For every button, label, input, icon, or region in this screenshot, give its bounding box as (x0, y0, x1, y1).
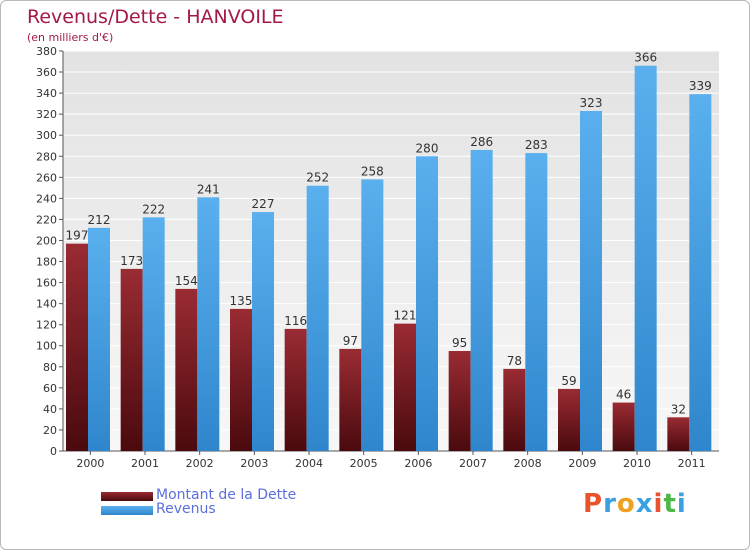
plot-background (63, 51, 719, 451)
y-tick-label: 260 (36, 171, 57, 184)
bar-revenue (525, 153, 548, 451)
x-tick-label: 2004 (295, 457, 323, 470)
data-label-revenue: 258 (361, 164, 384, 178)
bar-debt (175, 288, 198, 451)
bar-debt (66, 243, 88, 451)
bar-debt (284, 328, 307, 451)
bar-revenue (361, 179, 384, 451)
data-label-debt: 32 (671, 402, 686, 416)
y-tick-label: 20 (43, 424, 57, 437)
bar-revenue (470, 149, 493, 451)
bar-revenue (416, 156, 438, 451)
bar-debt (339, 348, 362, 451)
y-tick-label: 380 (36, 45, 57, 58)
y-tick-label: 100 (36, 340, 57, 353)
y-tick-label: 80 (43, 361, 57, 374)
data-label-revenue: 283 (525, 138, 548, 152)
legend-label-debt: Montant de la Dette (156, 487, 297, 503)
legend-label-revenue: Revenus (156, 501, 216, 517)
data-label-revenue: 241 (197, 182, 220, 196)
bar-debt (558, 388, 580, 451)
data-label-revenue: 323 (580, 96, 603, 110)
data-label-revenue: 280 (416, 141, 439, 155)
legend-swatch-debt (101, 492, 153, 501)
y-tick-label: 160 (36, 277, 57, 290)
bar-debt (120, 268, 143, 451)
bar-revenue (580, 111, 602, 451)
data-label-revenue: 366 (634, 51, 657, 65)
y-tick-label: 180 (36, 256, 57, 269)
data-label-debt: 121 (394, 309, 417, 323)
bar-revenue (306, 185, 329, 451)
bar-revenue (197, 197, 220, 451)
x-tick-label: 2005 (350, 457, 378, 470)
data-label-revenue: 252 (306, 171, 329, 185)
x-tick-label: 2010 (623, 457, 651, 470)
logo-letter: r (603, 489, 617, 519)
data-label-debt: 135 (230, 294, 253, 308)
bar-revenue (689, 94, 712, 451)
bar-revenue (142, 217, 165, 451)
y-tick-label: 240 (36, 192, 57, 205)
bar-revenue (634, 65, 657, 451)
data-label-debt: 173 (120, 254, 143, 268)
data-label-debt: 154 (175, 274, 198, 288)
y-tick-label: 320 (36, 108, 57, 121)
logo-letter: t (663, 489, 677, 519)
data-label-revenue: 227 (252, 197, 275, 211)
bar-revenue (252, 212, 274, 451)
x-tick-label: 2008 (514, 457, 542, 470)
bar-debt (394, 323, 416, 451)
proxiti-logo: Proxiti (583, 489, 687, 519)
logo-letter: P (583, 489, 604, 519)
data-label-debt: 59 (561, 374, 576, 388)
bar-debt (667, 417, 690, 451)
data-label-revenue: 286 (470, 135, 493, 149)
y-tick-label: 220 (36, 213, 57, 226)
bar-debt (448, 351, 471, 451)
y-tick-label: 200 (36, 234, 57, 247)
bar-debt (230, 308, 252, 451)
data-label-debt: 78 (507, 354, 522, 368)
x-tick-label: 2003 (240, 457, 268, 470)
data-label-revenue: 212 (88, 213, 111, 227)
logo-letter: i (676, 489, 687, 519)
y-tick-label: 300 (36, 129, 57, 142)
logo-letter: i (653, 489, 664, 519)
y-tick-label: 140 (36, 298, 57, 311)
logo-letter: o (616, 489, 636, 519)
data-label-debt: 97 (343, 334, 358, 348)
y-tick-label: 60 (43, 382, 57, 395)
x-tick-label: 2000 (76, 457, 104, 470)
data-label-debt: 95 (452, 336, 467, 350)
bar-debt (503, 368, 526, 451)
x-tick-label: 2011 (678, 457, 706, 470)
x-tick-label: 2002 (186, 457, 214, 470)
y-tick-label: 340 (36, 87, 57, 100)
bar-debt (612, 402, 635, 451)
data-label-debt: 116 (284, 314, 307, 328)
data-label-debt: 46 (616, 388, 631, 402)
x-tick-label: 2006 (404, 457, 432, 470)
data-label-debt: 197 (66, 229, 89, 243)
x-tick-label: 2007 (459, 457, 487, 470)
logo-letter: x (635, 489, 654, 519)
y-tick-label: 360 (36, 66, 57, 79)
bar-revenue (88, 227, 110, 451)
legend-swatch-revenue (101, 506, 153, 515)
y-tick-label: 0 (50, 445, 57, 458)
y-tick-label: 120 (36, 319, 57, 332)
data-label-revenue: 339 (689, 79, 712, 93)
chart-subtitle: (en milliers d'€) (27, 31, 114, 44)
data-label-revenue: 222 (142, 202, 165, 216)
x-tick-label: 2001 (131, 457, 159, 470)
x-tick-label: 2009 (568, 457, 596, 470)
y-tick-label: 280 (36, 150, 57, 163)
y-tick-label: 40 (43, 403, 57, 416)
chart-title: Revenus/Dette - HANVOILE (27, 6, 284, 28)
